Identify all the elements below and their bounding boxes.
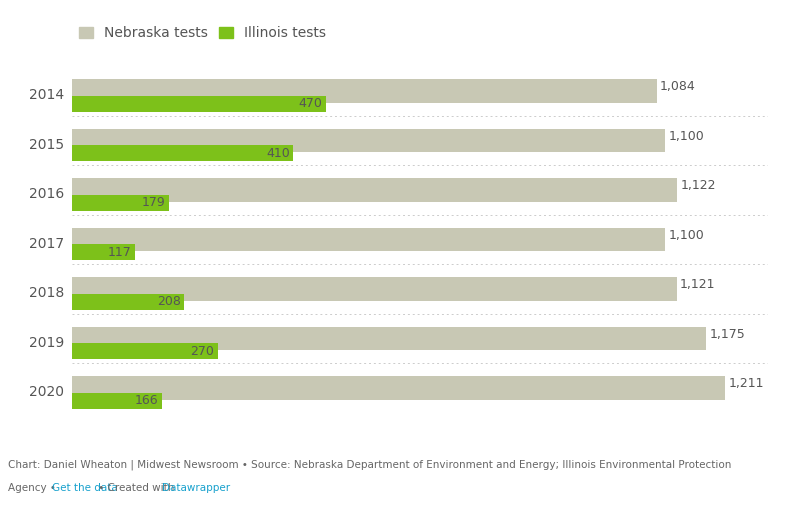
Bar <box>72 327 706 342</box>
Text: 1,100: 1,100 <box>669 229 705 242</box>
Text: 1,084: 1,084 <box>660 80 696 93</box>
Bar <box>72 285 677 301</box>
Text: 2018: 2018 <box>29 287 64 300</box>
Bar <box>72 343 218 359</box>
Legend: Nebraska tests, Illinois tests: Nebraska tests, Illinois tests <box>79 26 326 40</box>
Text: 2017: 2017 <box>29 237 64 251</box>
Bar <box>72 334 706 350</box>
Bar <box>72 186 678 202</box>
Text: 1,175: 1,175 <box>709 328 745 341</box>
Text: 179: 179 <box>142 196 166 209</box>
Bar <box>72 294 184 310</box>
Text: 2019: 2019 <box>29 336 64 350</box>
Text: 410: 410 <box>266 147 290 160</box>
Bar <box>72 96 326 112</box>
Bar <box>72 376 726 392</box>
Text: 2015: 2015 <box>29 138 64 152</box>
Bar <box>72 195 169 211</box>
Text: 470: 470 <box>298 97 322 110</box>
Text: 2016: 2016 <box>29 187 64 201</box>
Text: Agency •: Agency • <box>8 483 59 493</box>
Bar <box>72 393 162 408</box>
Text: 1,211: 1,211 <box>729 377 764 391</box>
Text: 208: 208 <box>157 295 181 308</box>
Text: Get the data: Get the data <box>52 483 118 493</box>
Bar <box>72 129 666 144</box>
Bar <box>72 87 657 103</box>
Text: Chart: Daniel Wheaton | Midwest Newsroom • Source: Nebraska Department of Enviro: Chart: Daniel Wheaton | Midwest Newsroom… <box>8 459 731 470</box>
Bar <box>72 384 726 400</box>
Bar <box>72 137 666 152</box>
Text: 166: 166 <box>134 394 158 407</box>
Bar <box>72 244 135 260</box>
Bar <box>72 228 666 243</box>
Bar <box>72 145 294 161</box>
Text: 1,121: 1,121 <box>680 278 715 292</box>
Text: Datawrapper: Datawrapper <box>162 483 230 493</box>
Text: 117: 117 <box>108 246 132 259</box>
Text: 1,100: 1,100 <box>669 130 705 143</box>
Text: 270: 270 <box>190 345 214 358</box>
Text: • Created with: • Created with <box>95 483 178 493</box>
Bar <box>72 79 657 95</box>
Bar <box>72 277 677 293</box>
Text: 2014: 2014 <box>29 88 64 102</box>
Bar <box>72 178 678 194</box>
Bar <box>72 235 666 251</box>
Text: 2020: 2020 <box>29 386 64 399</box>
Text: 1,122: 1,122 <box>681 179 716 193</box>
